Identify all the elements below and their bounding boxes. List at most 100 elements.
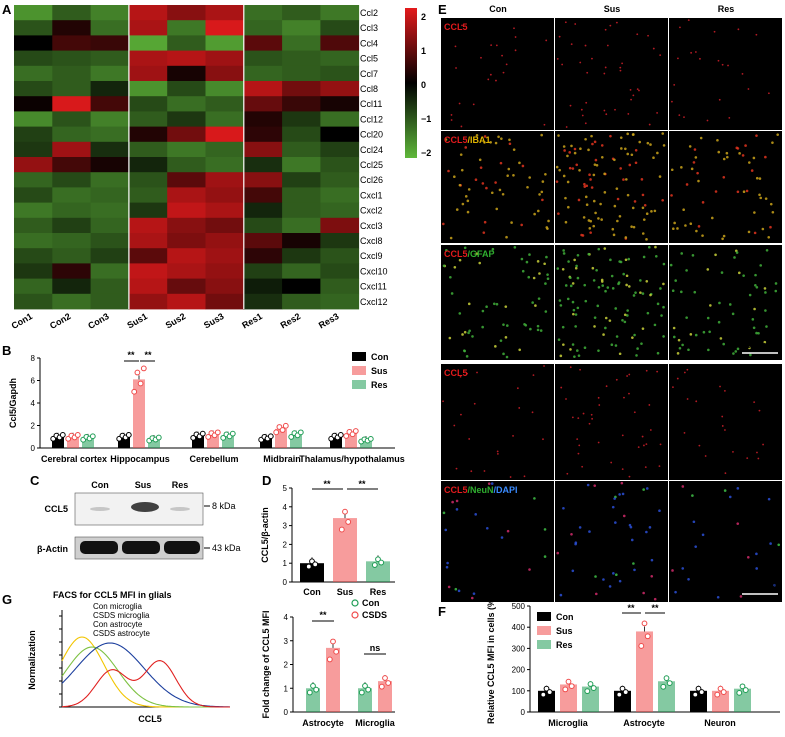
micrograph-signal [628,163,632,167]
micrograph-signal [537,297,541,300]
micrograph-signal [455,467,458,470]
panel-b-bar [52,436,64,448]
panel-b-data-point [267,433,274,440]
micrograph-signal [776,133,779,136]
heatmap-cell [282,157,321,173]
colorbar-tick: −2 [421,148,431,158]
heatmap-cell [52,126,91,143]
heatmap-gene-label: Ccl26 [360,175,383,185]
micrograph-signal [504,305,508,308]
panel-f-data-point [616,691,623,698]
panel-b-data-point [273,429,280,436]
heatmap-gene-label: Ccl24 [360,145,383,155]
heatmap-sample-label: Con3 [86,311,110,331]
micrograph-signal [490,44,493,47]
micrograph-signal [757,331,760,335]
heatmap-cell [52,141,91,158]
panel-b-data-point [89,433,96,440]
micrograph-signal [583,185,587,188]
heatmap-cell [90,172,130,188]
micrograph-signal [564,284,568,287]
micrograph-signal [539,329,543,332]
micrograph-signal [584,195,588,199]
micrograph-signal [482,231,486,234]
micrograph-signal [758,409,761,412]
panel-g-bar-data-point [358,689,365,696]
panel-g-bar-data-point [365,686,372,693]
micrograph-signal [655,254,658,258]
panel-g-bar-data-point [330,638,336,645]
panel-g-bar-y-label: Fold change of CCL5 MFI [261,611,271,719]
micrograph-tile [669,245,782,360]
micrograph-signal [583,283,587,287]
micrograph-signal [573,258,576,262]
heatmap-cell [52,35,91,51]
micrograph-signal [545,255,548,259]
micrograph-signal [626,314,629,317]
heatmap-gene-label: Cxcl11 [360,282,387,292]
heatmap-cell [320,172,360,188]
micrograph-signal [635,354,638,357]
panel-b-data-point [59,432,66,438]
heatmap-cell [52,187,91,203]
heatmap-cell [320,20,360,36]
micrograph-signal [697,225,701,228]
micrograph-signal [696,171,699,175]
micrograph-signal [605,113,608,116]
panel-d-chart: 0 1 2 3 4 5 CCL5/β-actin Con Sus Res ** ** [260,479,395,597]
heatmap-gene-label: Ccl8 [360,84,378,94]
micrograph-signal [492,302,496,306]
micrograph-signal [658,509,661,513]
micrograph-signal [634,149,638,152]
micrograph-signal [736,487,740,490]
micrograph-signal [590,413,593,416]
panel-b-sig-label: ** [144,350,152,360]
micrograph-signal [642,488,645,491]
micrograph-signal [604,289,607,293]
micrograph-signal [687,348,690,352]
micrograph-signal [562,252,566,255]
heatmap-cell [90,5,130,21]
heatmap-cell [14,126,53,143]
heatmap-cell [243,111,283,127]
micrograph-signal [632,562,635,565]
micrograph-signal [626,193,630,197]
heatmap-cell [243,157,283,173]
panel-d-data-point [305,563,312,570]
heatmap-cell [282,50,321,67]
micrograph-signal [601,284,605,287]
panel-letter-a: A [2,2,12,17]
micrograph-signal [621,318,624,322]
micrograph-signal [627,113,630,115]
micrograph-tile [669,131,782,243]
micrograph-signal [690,167,694,171]
micrograph-signal [680,252,684,255]
panel-b-legend-label: Sus [371,366,388,376]
micrograph-signal [463,349,467,353]
heatmap-cell [282,65,321,82]
micrograph-signal [643,203,647,207]
micrograph-signal [741,72,744,75]
micrograph-signal [685,316,688,319]
micrograph-signal [557,212,560,215]
micrograph-signal [545,39,548,42]
micrograph-signal [717,320,721,324]
micrograph-signal [586,483,590,487]
micrograph-signal [569,276,572,280]
micrograph-signal [565,126,568,128]
micrograph-tile [441,481,554,602]
micrograph-signal [735,146,739,150]
micrograph-signal [716,595,720,599]
micrograph-signal [574,542,577,546]
micrograph-signal [557,338,561,341]
panel-g-bar-sig-label: ** [319,610,327,620]
micrograph-signal [588,173,591,177]
micrograph-signal [574,266,578,270]
micrograph-signal [679,26,681,29]
micrograph-signal [693,290,697,294]
micrograph-signal [489,141,492,144]
micrograph-signal [556,57,559,60]
panel-f-data-point [638,643,645,649]
micrograph-signal [694,51,697,53]
micrograph-signal [720,271,724,274]
